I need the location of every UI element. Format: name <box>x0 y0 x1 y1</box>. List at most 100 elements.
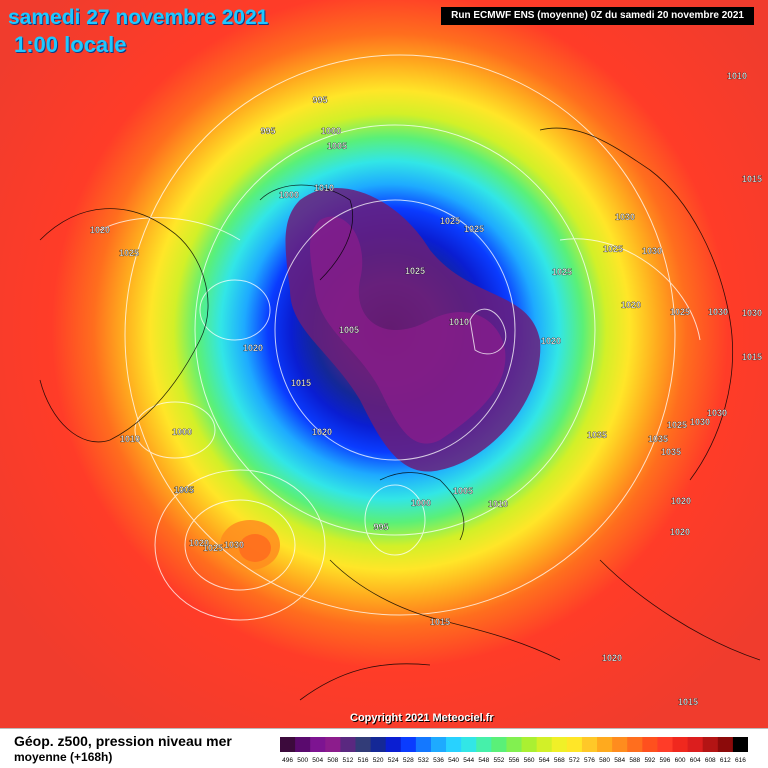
pressure-label: 1035 <box>648 434 668 444</box>
model-run-info: Run ECMWF ENS (moyenne) 0Z du samedi 20 … <box>441 7 754 25</box>
pressure-label: 1015 <box>678 697 698 707</box>
scale-swatch <box>521 737 538 752</box>
scale-swatch <box>597 737 613 752</box>
scale-value: 512 <box>343 757 354 764</box>
scale-swatch <box>702 737 719 752</box>
scale-swatch <box>430 737 447 752</box>
copyright-text: Copyright 2021 Meteociel.fr <box>350 712 494 724</box>
scale-value: 572 <box>569 757 580 764</box>
scale-value: 504 <box>312 757 323 764</box>
pressure-label: 1025 <box>464 224 484 234</box>
scale-value: 592 <box>644 757 655 764</box>
scale-value: 616 <box>735 757 746 764</box>
scale-swatch <box>446 737 462 752</box>
scale-swatch <box>385 737 402 752</box>
scale-value: 552 <box>493 757 504 764</box>
pressure-label: 1030 <box>642 246 662 256</box>
pressure-label: 1025 <box>405 266 425 276</box>
pressure-label: 1010 <box>488 499 508 509</box>
scale-swatch <box>400 737 417 752</box>
scale-swatch <box>476 737 492 752</box>
pressure-label: 1025 <box>603 244 623 254</box>
pressure-label: 1015 <box>291 378 311 388</box>
pressure-label: 995 <box>260 126 275 136</box>
scale-value: 532 <box>418 757 429 764</box>
pressure-label: 1010 <box>727 71 747 81</box>
forecast-date-title: samedi 27 novembre 2021 <box>8 6 269 29</box>
pressure-label: 1025 <box>667 420 687 430</box>
scale-swatch <box>627 737 643 752</box>
pressure-label: 1015 <box>742 352 762 362</box>
scale-value: 580 <box>599 757 610 764</box>
scale-value: 508 <box>327 757 338 764</box>
pressure-label: 1030 <box>224 540 244 550</box>
pressure-label: 1015 <box>430 617 450 627</box>
pressure-label: 1020 <box>312 427 332 437</box>
pressure-label: 995 <box>373 522 388 532</box>
legend-title: Géop. z500, pression niveau mer <box>14 733 232 749</box>
scale-swatch <box>551 737 568 752</box>
pressure-label: 1000 <box>411 498 431 508</box>
pressure-label: 995 <box>312 95 327 105</box>
pressure-label: 1000 <box>321 126 341 136</box>
pressure-label: 1010 <box>449 317 469 327</box>
scale-swatch <box>566 737 583 752</box>
color-scale: 496 500 504 508 512 516 520 524 528 532 536 540 544 5… <box>280 737 748 764</box>
scale-swatch <box>310 737 326 752</box>
pressure-label: 1030 <box>708 307 728 317</box>
scale-value: 540 <box>448 757 459 764</box>
scale-value: 564 <box>539 757 550 764</box>
scale-swatch <box>612 737 628 752</box>
scale-value: 604 <box>690 757 701 764</box>
pressure-label: 1020 <box>189 538 209 548</box>
scale-swatch <box>687 737 704 752</box>
pressure-label: 1015 <box>742 174 762 184</box>
pressure-label: 1025 <box>203 543 223 553</box>
scale-swatch <box>370 737 387 752</box>
scale-swatch <box>536 737 553 752</box>
scale-value: 536 <box>433 757 444 764</box>
scale-value: 516 <box>358 757 369 764</box>
pressure-labels: 995 995 1000 1005 1010 1000 1025 1025 1025 1010 10… <box>90 71 762 707</box>
pressure-label: 1005 <box>327 141 347 151</box>
pressure-label: 1020 <box>90 225 110 235</box>
pressure-label: 1035 <box>587 430 607 440</box>
pressure-label: 1030 <box>690 417 710 427</box>
pressure-label: 1010 <box>314 183 334 193</box>
scale-value: 528 <box>403 757 414 764</box>
scale-swatch <box>642 737 658 752</box>
pressure-label: 1010 <box>120 434 140 444</box>
pressure-label: 1000 <box>279 190 299 200</box>
scale-swatch <box>280 737 296 752</box>
pressure-label: 1005 <box>174 485 194 495</box>
scale-swatch <box>415 737 432 752</box>
scale-swatch <box>295 737 311 752</box>
forecast-time-title: 1:00 locale <box>14 32 127 57</box>
pressure-label: 1030 <box>742 308 762 318</box>
pressure-label: 1025 <box>440 216 460 226</box>
legend-footer: Géop. z500, pression niveau mer moyenne … <box>0 728 768 768</box>
pressure-label: 1020 <box>243 343 263 353</box>
coastlines <box>39 127 761 701</box>
scale-value: 520 <box>373 757 384 764</box>
scale-value: 600 <box>675 757 686 764</box>
scale-value: 584 <box>614 757 625 764</box>
legend-subtitle: moyenne (+168h) <box>14 750 113 764</box>
scale-value: 568 <box>554 757 565 764</box>
pressure-label: 1020 <box>541 336 561 346</box>
scale-swatch <box>717 737 734 752</box>
pressure-label: 1020 <box>621 300 641 310</box>
scale-value: 588 <box>629 757 640 764</box>
scale-swatch <box>325 737 341 752</box>
scale-swatch <box>506 737 522 752</box>
isobar-lines <box>99 54 701 621</box>
atlantic-high-core <box>239 534 271 562</box>
scale-swatch <box>732 737 748 752</box>
pressure-label: 1020 <box>602 653 622 663</box>
scale-value: 612 <box>720 757 731 764</box>
pressure-label: 1025 <box>119 248 139 258</box>
pressure-label: 1030 <box>615 212 635 222</box>
pressure-label: 1005 <box>174 485 194 495</box>
scale-swatch <box>355 737 371 752</box>
